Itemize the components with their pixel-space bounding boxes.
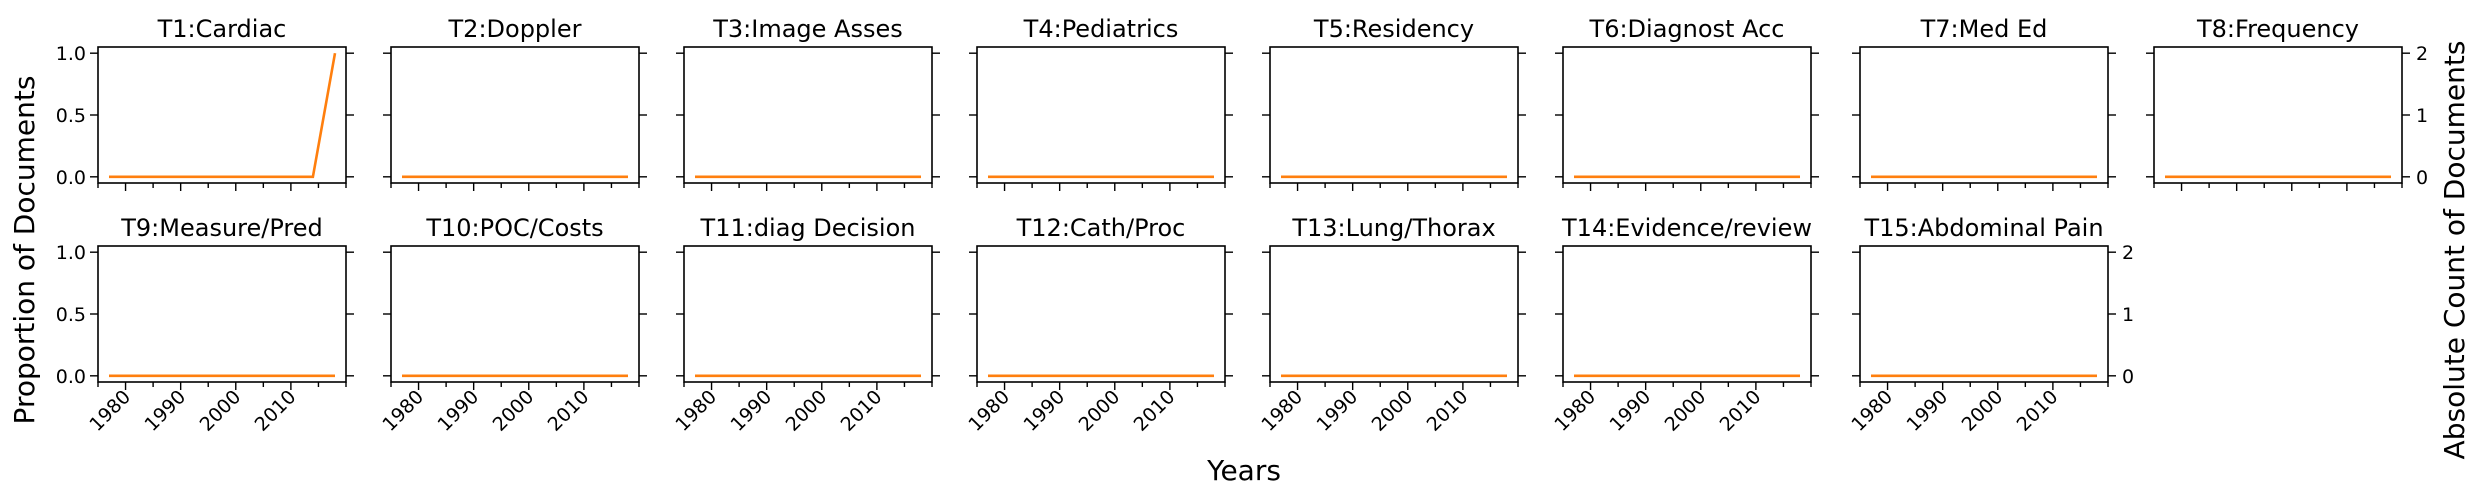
panel-title: T14:Evidence/review: [1561, 214, 1812, 242]
x-tick-label: 2010: [1423, 386, 1473, 436]
x-tick-label: 1990: [1605, 386, 1655, 436]
panel-frame: [683, 245, 933, 383]
x-tick-label: 1980: [1847, 386, 1897, 436]
y-tick-label-right: 2: [2416, 43, 2428, 65]
x-tick-label: 1980: [964, 386, 1014, 436]
panel-title: T15:Abdominal Pain: [1863, 214, 2103, 242]
panel-3: T3:Image Asses: [676, 15, 940, 191]
panel-frame: [1269, 46, 1519, 184]
y-tick-label-left: 0.0: [56, 167, 86, 189]
figure-xlabel: Years: [1206, 454, 1281, 487]
x-tick-label: 2000: [489, 386, 539, 436]
panel-frame: [390, 245, 640, 383]
panel-frame: [97, 46, 347, 184]
x-tick-label: 2010: [544, 386, 594, 436]
y-tick-label-right: 1: [2122, 304, 2134, 326]
panel-title: T5:Residency: [1313, 15, 1474, 43]
series-line: [109, 52, 337, 179]
panel-14: T14:Evidence/review 1980 1990 2000 2010: [1550, 214, 1819, 436]
panel-9: T9:Measure/Pred 1980 1990 2000 2010 0.0 0.5 1.0: [56, 214, 354, 436]
panel-frame: [97, 245, 347, 383]
panel-title: T7:Med Ed: [1920, 15, 2048, 43]
panel-title: T6:Diagnost Acc: [1589, 15, 1785, 43]
panel-12: T12:Cath/Proc 1980 1990 2000 2010: [964, 214, 1233, 436]
panel-15: T15:Abdominal Pain 1980 1990 2000 2010 0 1 2: [1847, 214, 2134, 436]
x-tick-label: 2000: [1661, 386, 1711, 436]
x-tick-label: 1990: [1902, 386, 1952, 436]
x-tick-label: 1980: [671, 386, 721, 436]
x-tick-label: 1980: [1257, 386, 1307, 436]
panel-frame: [2153, 46, 2403, 184]
x-tick-label: 1990: [433, 386, 483, 436]
panel-frame: [1562, 46, 1812, 184]
y-tick-label-right: 1: [2416, 105, 2428, 127]
panel-title: T8:Frequency: [2196, 15, 2359, 43]
x-tick-label: 2010: [837, 386, 887, 436]
x-tick-label: 1980: [1550, 386, 1600, 436]
x-tick-label: 1990: [726, 386, 776, 436]
panel-1: T1:Cardiac 0.0 0.5 1.0: [56, 15, 354, 191]
panel-11: T11:diag Decision 1980 1990 2000 2010: [671, 214, 940, 436]
x-tick-label: 2000: [1958, 386, 2008, 436]
x-tick-label: 2010: [2013, 386, 2063, 436]
y-tick-label-right: 0: [2122, 366, 2134, 388]
panel-frame: [1859, 245, 2109, 383]
y-tick-label-left: 1.0: [56, 43, 86, 65]
x-tick-label: 2000: [196, 386, 246, 436]
x-tick-label: 2010: [1130, 386, 1180, 436]
figure-ylabel-right: Absolute Count of Documents: [2438, 41, 2471, 460]
panel-frame: [1562, 245, 1812, 383]
figure-ylabel-left: Proportion of Documents: [8, 76, 41, 425]
panel-title: T4:Pediatrics: [1023, 15, 1179, 43]
x-tick-label: 1980: [85, 386, 135, 436]
panel-title: T1:Cardiac: [157, 15, 287, 43]
x-tick-label: 2000: [782, 386, 832, 436]
x-tick-label: 2010: [1716, 386, 1766, 436]
y-tick-label-left: 0.0: [56, 366, 86, 388]
panel-title: T10:POC/Costs: [425, 214, 603, 242]
panel-title: T12:Cath/Proc: [1016, 214, 1186, 242]
x-tick-label: 1990: [1019, 386, 1069, 436]
panel-4: T4:Pediatrics: [969, 15, 1233, 191]
x-tick-label: 2000: [1368, 386, 1418, 436]
panel-grid: T1:Cardiac 0.0 0.5 1.0 T2:Doppler T3:Image As…: [56, 15, 2428, 436]
x-tick-label: 1990: [140, 386, 190, 436]
y-tick-label-right: 0: [2416, 167, 2428, 189]
panel-frame: [1859, 46, 2109, 184]
y-tick-label-right: 2: [2122, 242, 2134, 264]
y-tick-label-left: 1.0: [56, 242, 86, 264]
panel-2: T2:Doppler: [383, 15, 647, 191]
panel-title: T13:Lung/Thorax: [1291, 214, 1495, 242]
y-tick-label-left: 0.5: [56, 105, 86, 127]
panel-title: T2:Doppler: [448, 15, 582, 43]
x-tick-label: 2010: [251, 386, 301, 436]
panel-frame: [683, 46, 933, 184]
panel-title: T9:Measure/Pred: [120, 214, 323, 242]
panel-7: T7:Med Ed: [1852, 15, 2116, 191]
panel-frame: [976, 245, 1226, 383]
y-tick-label-left: 0.5: [56, 304, 86, 326]
panel-10: T10:POC/Costs 1980 1990 2000 2010: [378, 214, 647, 436]
x-tick-label: 1980: [378, 386, 428, 436]
panel-title: T11:diag Decision: [700, 214, 916, 242]
panel-8: T8:Frequency 0 1 2: [2146, 15, 2428, 191]
x-tick-label: 2000: [1075, 386, 1125, 436]
panel-13: T13:Lung/Thorax 1980 1990 2000 2010: [1257, 214, 1526, 436]
panel-5: T5:Residency: [1262, 15, 1526, 191]
panel-6: T6:Diagnost Acc: [1555, 15, 1819, 191]
x-tick-label: 1990: [1312, 386, 1362, 436]
panel-frame: [1269, 245, 1519, 383]
panel-frame: [390, 46, 640, 184]
panel-frame: [976, 46, 1226, 184]
panel-title: T3:Image Asses: [712, 15, 903, 43]
